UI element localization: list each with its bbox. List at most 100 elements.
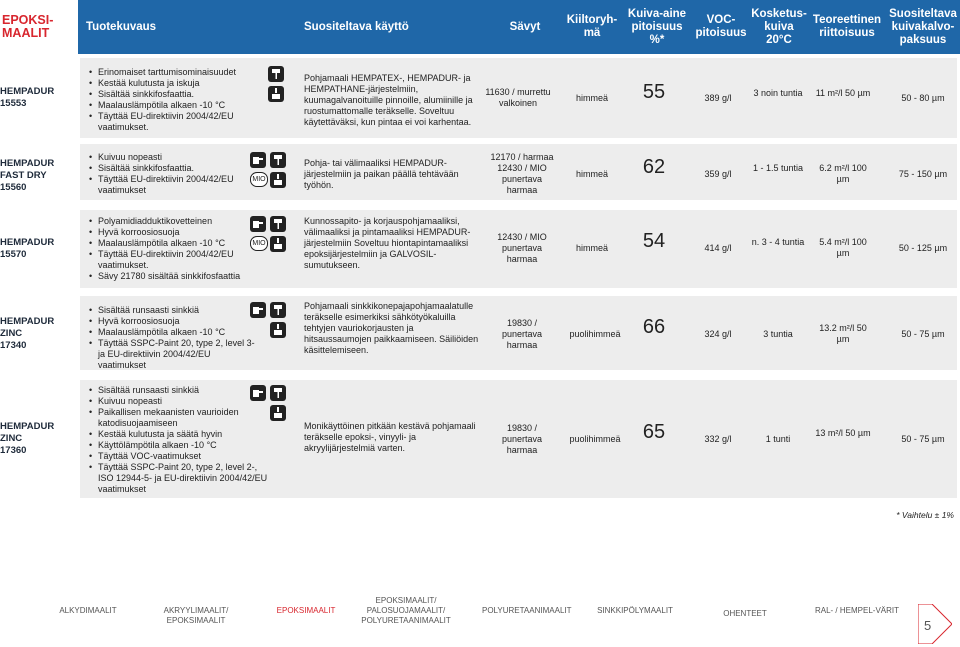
page-tab-arrow-icon [918,604,952,644]
feature-item: Täyttää VOC-vaatimukset [89,451,271,462]
feature-item: Hyvä korroosiosuoja [89,227,251,238]
thickness-value: 75 - 150 µm [898,169,948,179]
feature-item: Kuivuu nopeasti [89,396,271,407]
feature-item: Maalauslämpötila alkaen -10 °C [89,238,251,249]
voc-value: 359 g/l [704,169,732,179]
footer-link-acrylic-epoxy[interactable]: AKRYYLIMAALIT/ EPOKSIMAALIT [163,606,229,625]
solids-value: 54 [642,230,666,252]
feature-list: Kuivuu nopeasti Sisältää sinkkifosfaatti… [86,152,246,196]
feature-item: Kuivuu nopeasti [89,152,246,163]
product-line: HEMPADUR [0,86,55,97]
roller-icon [270,385,286,401]
footer-link-zinc-dust[interactable]: SINKKIPÖLYMAALIT [597,606,673,615]
product-line: ZINC [0,433,23,444]
feature-item: Sisältää runsaasti sinkkiä [89,305,261,316]
voc-value: 389 g/l [704,93,732,103]
feature-item: Täyttää SSPC-Paint 20, type 2, level 3- … [89,338,261,371]
col-gloss: Kiiltoryh-mä [566,14,618,39]
feature-item: Maalauslämpötila alkaen -10 °C [89,100,246,111]
brush-icon [270,322,286,338]
product-name: HEMPADUR FAST DRY 15560 [0,158,54,194]
thickness-value: 50 - 75 µm [901,329,945,339]
recommended-use: Kunnossapito- ja korjauspohjamaaliksi, v… [304,216,471,270]
footer-link-epoxy-fire-polyurethane[interactable]: EPOKSIMAALIT/ PALOSUOJAMAALIT/ POLYURETA… [361,596,451,625]
brush-icon [268,86,284,102]
product-line: HEMPADUR [0,316,55,327]
brush-icon [270,172,286,188]
voc-value: 324 g/l [704,329,732,339]
spray-icon [250,302,266,318]
col-voc: VOC-pitoisuus [695,14,747,39]
coverage-value: 6.2 m²/l 100 µm [819,163,867,184]
coverage-value: 13.2 m²/l 50 µm [819,323,867,344]
gloss-value: himmeä [575,93,608,103]
thickness-value: 50 - 125 µm [898,243,948,253]
solids-value: 62 [642,156,666,178]
table-header: EPOKSI-MAALIT Tuotekuvaus Suositeltava k… [0,0,960,54]
recommended-use: Pohjamaali sinkkikonepajapohjamaalatulle… [304,301,479,355]
dry-value: 1 - 1.5 tuntia [752,163,804,173]
shade-value: 12170 / harmaa 12430 / MIO punertava har… [490,152,554,195]
product-line: HEMPADUR [0,237,55,248]
dry-value: 3 tuntia [763,329,793,339]
feature-item: Käyttölämpötila alkaen -10 °C [89,440,271,451]
spray-icon [250,385,266,401]
shade-value: 19830 / punertava harmaa [501,423,543,455]
feature-item: Sisältää sinkkifosfaattia. [89,89,246,100]
feature-item: Hyvä korroosiosuoja [89,316,261,327]
product-code: 15570 [0,249,27,260]
brush-icon [270,236,286,252]
col-solids: Kuiva-aine pitoisuus %* [627,7,687,46]
voc-value: 332 g/l [704,434,732,444]
product-name: HEMPADUR 15570 [0,237,54,261]
mio-badge: MIO [250,236,268,251]
col-coverage: Teoreettinen riittoisuus [812,14,882,39]
footer-link-thinners[interactable]: OHENTEET [723,609,767,618]
spray-icon [250,216,266,232]
brush-icon [270,405,286,421]
footer-link-ral-hempel[interactable]: RAL- / HEMPEL-VÄRIT [814,606,899,615]
roller-icon [270,216,286,232]
gloss-value: puolihimmeä [569,329,621,339]
feature-list: Sisältää runsaasti sinkkiä Kuivuu nopeas… [86,385,271,495]
feature-item: Täyttää SSPC-Paint 20, type 2, level 2-,… [89,462,271,495]
feature-list: Erinomaiset tarttumisominaisuudet Kestää… [86,67,246,133]
solids-value: 65 [642,421,666,443]
category-title: EPOKSI-MAALIT [0,0,78,54]
gloss-value: himmeä [575,243,608,253]
roller-icon [268,66,284,82]
roller-icon [270,152,286,168]
thickness-value: 50 - 80 µm [901,93,945,103]
feature-item: Erinomaiset tarttumisominaisuudet [89,67,246,78]
dry-value: 1 tunti [765,434,791,444]
footer-link-epoxy[interactable]: EPOKSIMAALIT [276,606,336,615]
product-code: 17340 [0,340,27,351]
footer-link-polyurethane[interactable]: POLYURETAANIMAALIT [482,606,572,615]
spray-icon [250,152,266,168]
thickness-value: 50 - 75 µm [901,434,945,444]
feature-item: Täyttää EU-direktiivin 2004/42/EU vaatim… [89,174,246,196]
footer-link-alkyd[interactable]: ALKYDIMAALIT [59,606,117,615]
product-line: HEMPADUR [0,421,55,432]
col-thickness: Suositeltava kuivakalvo-paksuus [889,7,957,46]
product-code: 15560 [0,182,27,193]
product-name: HEMPADUR 15553 [0,86,54,110]
product-line: HEMPADUR [0,158,55,169]
feature-item: Maalauslämpötila alkaen -10 °C [89,327,261,338]
feature-item: Kestää kulutusta ja säätä hyvin [89,429,271,440]
feature-list: Sisältää runsaasti sinkkiä Hyvä korroosi… [86,305,261,371]
product-code: 17360 [0,445,27,456]
coverage-value: 5.4 m²/l 100 µm [819,237,867,258]
feature-item: Sisältää sinkkifosfaattia. [89,163,246,174]
mio-badge: MIO [250,172,268,187]
solids-value: 66 [642,316,666,338]
roller-icon [270,302,286,318]
coverage-value: 13 m²/l 50 µm [815,428,871,438]
shade-value: 11630 / murrettu valkoinen [485,87,551,108]
product-name: HEMPADUR ZINC 17360 [0,421,54,457]
shade-value: 12430 / MIO punertava harmaa [497,232,547,264]
product-line: FAST DRY [0,170,47,181]
page-number: 5 [924,618,932,633]
feature-item: Sisältää runsaasti sinkkiä [89,385,271,396]
col-usage: Suositeltava käyttö [304,20,409,33]
